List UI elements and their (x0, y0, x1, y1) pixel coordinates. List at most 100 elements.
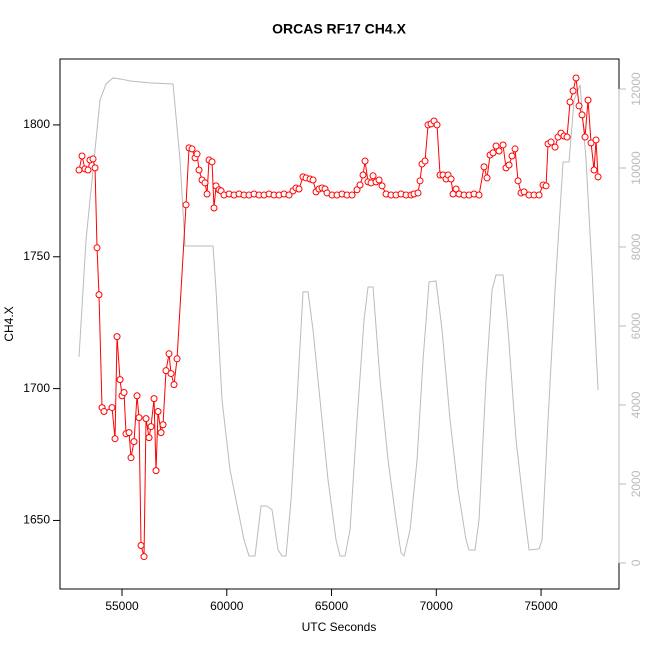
y2-tick-label: 2000 (629, 470, 643, 497)
data-point (208, 158, 216, 166)
data-point (572, 74, 580, 82)
data-point (542, 182, 550, 190)
data-point (505, 161, 513, 169)
data-point (378, 182, 386, 190)
y-tick-label: 1650 (23, 513, 50, 527)
data-point (566, 98, 574, 106)
data-point (133, 392, 141, 400)
data-point (359, 171, 367, 179)
data-point (154, 408, 162, 416)
data-point (348, 191, 356, 199)
y2-tick-label: 4000 (629, 391, 643, 418)
data-point (475, 191, 483, 199)
data-point (309, 176, 317, 184)
data-point (356, 181, 364, 189)
data-point (95, 291, 103, 299)
data-point (433, 121, 441, 129)
y-tick-label: 1800 (23, 117, 50, 131)
y-tick-label: 1700 (23, 381, 50, 395)
data-point (159, 421, 167, 429)
data-point (551, 143, 559, 151)
data-point (575, 102, 583, 110)
plot-area (75, 74, 602, 561)
data-point (578, 111, 586, 119)
data-point (416, 177, 424, 185)
data-point (145, 434, 153, 442)
data-point (195, 166, 203, 174)
data-point (125, 429, 133, 437)
data-point (499, 141, 507, 149)
y2-tick-label: 6000 (629, 312, 643, 339)
data-point (495, 147, 503, 155)
data-point (108, 404, 116, 412)
data-point (142, 415, 150, 423)
data-point (375, 176, 383, 184)
data-point (581, 133, 589, 141)
data-point (89, 155, 97, 163)
data-point (91, 164, 99, 172)
data-point (547, 138, 555, 146)
data-point (116, 376, 124, 384)
data-point (147, 423, 155, 431)
data-point (492, 142, 500, 150)
data-point (165, 350, 173, 358)
data-point (594, 173, 602, 181)
data-point (535, 191, 543, 199)
data-point (295, 185, 303, 193)
data-point (111, 435, 119, 443)
data-point (201, 179, 209, 187)
data-point (170, 381, 178, 389)
data-point (84, 166, 92, 174)
data-point (285, 191, 293, 199)
data-point (78, 152, 86, 160)
data-point (480, 163, 488, 171)
data-point (421, 157, 429, 165)
data-point (590, 166, 598, 174)
data-point (127, 454, 135, 462)
data-point (210, 204, 218, 212)
data-point (120, 389, 128, 397)
data-point (508, 152, 516, 160)
data-point (157, 429, 165, 437)
data-point (569, 87, 577, 95)
data-point (93, 244, 101, 252)
x-tick-label: 65000 (315, 599, 349, 613)
series-line (78, 77, 599, 557)
data-point (135, 414, 143, 422)
data-point (369, 172, 377, 180)
y2-tick-label: 12000 (629, 72, 643, 106)
data-point (483, 174, 491, 182)
x-tick-label: 75000 (524, 599, 558, 613)
y-axis-label: CH4.X (2, 306, 16, 341)
x-tick-label: 55000 (105, 599, 139, 613)
data-point (203, 190, 211, 198)
y2-tick-label: 0 (629, 559, 643, 566)
data-point (592, 136, 600, 144)
data-point (188, 145, 196, 153)
data-point (452, 185, 460, 193)
data-point (75, 166, 83, 174)
x-tick-label: 70000 (420, 599, 454, 613)
data-point (137, 541, 145, 549)
data-point (489, 149, 497, 157)
data-point (167, 370, 175, 378)
data-point (173, 355, 181, 363)
x-axis-label: UTC Seconds (302, 620, 377, 634)
data-point (563, 133, 571, 141)
data-point (100, 408, 108, 416)
data-point (361, 157, 369, 165)
chart-title: ORCAS RF17 CH4.X (272, 21, 406, 37)
data-point (514, 177, 522, 185)
data-point (520, 188, 528, 196)
data-point (182, 201, 190, 209)
x-tick-label: 60000 (210, 599, 244, 613)
data-point (414, 189, 422, 197)
data-point (193, 150, 201, 158)
y2-tick-label: 8000 (629, 233, 643, 260)
data-point (130, 438, 138, 446)
y-tick-label: 1750 (23, 249, 50, 263)
data-point (162, 367, 170, 375)
data-point (584, 96, 592, 104)
